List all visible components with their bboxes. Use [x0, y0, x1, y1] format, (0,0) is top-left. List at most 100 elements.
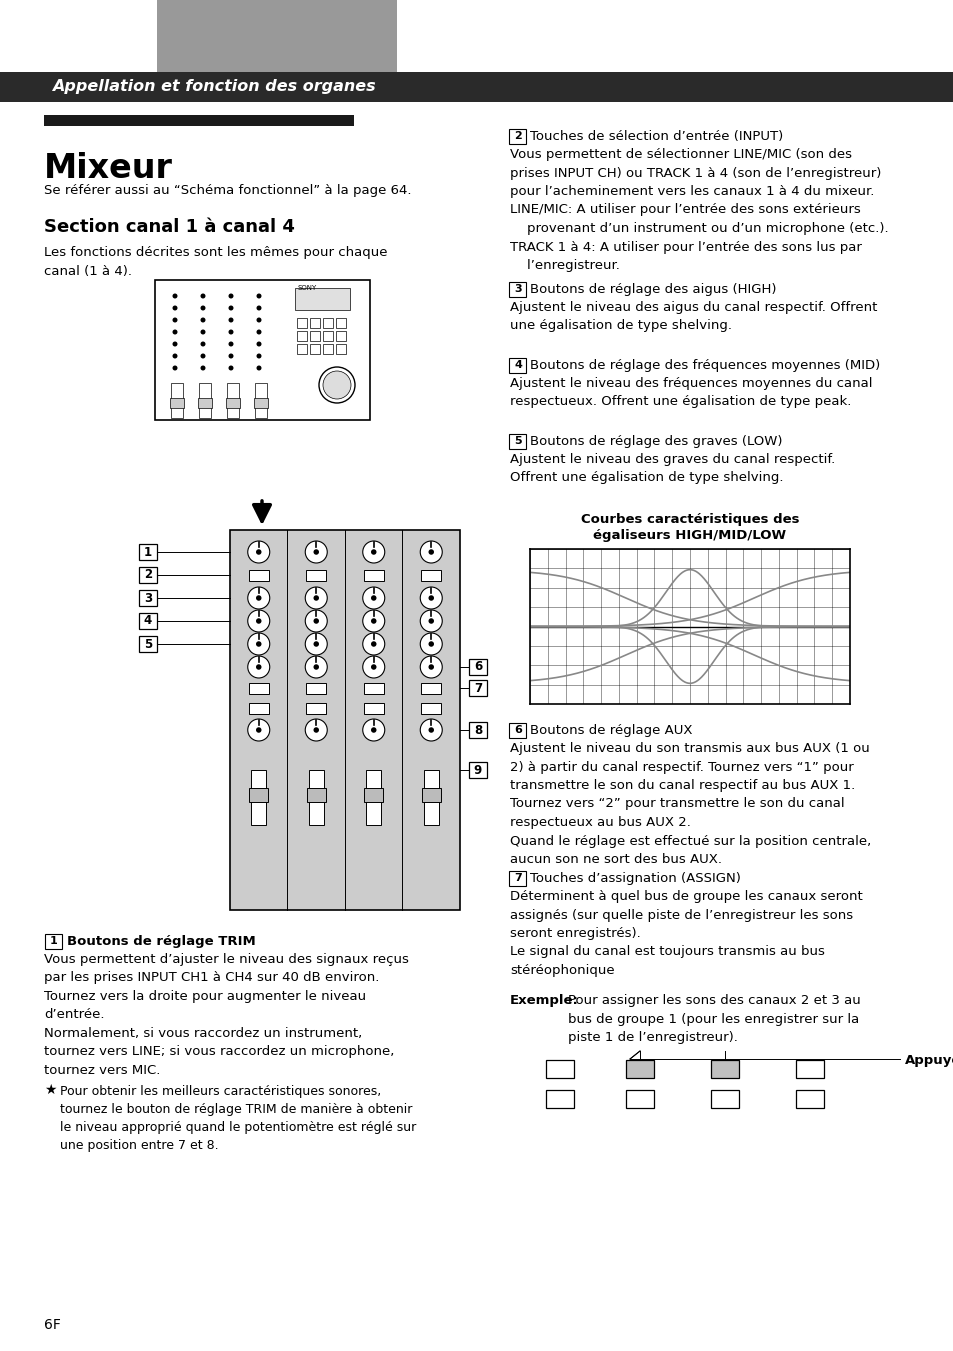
Circle shape [420, 634, 442, 655]
Bar [249, 682, 269, 693]
Bar [171, 382, 183, 417]
Circle shape [428, 550, 434, 555]
Text: 6F: 6F [44, 1319, 61, 1332]
Circle shape [248, 657, 270, 678]
Text: ★: ★ [44, 1084, 56, 1097]
Bar [154, 280, 370, 420]
Circle shape [172, 342, 177, 346]
Bar [139, 613, 157, 630]
Bar [469, 721, 486, 738]
Circle shape [371, 596, 376, 601]
Bar [323, 331, 333, 340]
Bar [509, 128, 526, 143]
Text: Pour obtenir les meilleurs caractéristiques sonores,
tournez le bouton de réglag: Pour obtenir les meilleurs caractéristiq… [60, 1085, 416, 1152]
Circle shape [420, 657, 442, 678]
Bar [0, 72, 953, 101]
Circle shape [256, 305, 261, 311]
Bar [625, 1061, 654, 1078]
Bar [139, 567, 157, 584]
Circle shape [255, 665, 261, 670]
Bar [363, 570, 383, 581]
Circle shape [314, 642, 318, 647]
Circle shape [314, 596, 318, 601]
Text: 9: 9 [474, 763, 481, 777]
Circle shape [428, 642, 434, 647]
Circle shape [305, 657, 327, 678]
Text: 2: 2 [514, 131, 521, 141]
Bar [335, 345, 346, 354]
Circle shape [200, 317, 205, 323]
Bar [306, 570, 326, 581]
Text: Courbes caractéristiques des: Courbes caractéristiques des [580, 513, 799, 526]
Bar [310, 345, 319, 354]
Circle shape [371, 550, 376, 555]
Bar [296, 345, 307, 354]
Bar [251, 770, 266, 825]
Circle shape [172, 330, 177, 335]
Bar [710, 1061, 739, 1078]
Bar [421, 788, 440, 801]
Circle shape [420, 719, 442, 740]
Circle shape [229, 330, 233, 335]
Circle shape [305, 719, 327, 740]
Bar [421, 703, 441, 713]
Bar [306, 703, 326, 713]
Circle shape [256, 293, 261, 299]
Text: 5: 5 [514, 436, 521, 446]
Text: égaliseurs HIGH/MID/LOW: égaliseurs HIGH/MID/LOW [593, 530, 785, 542]
Text: 3: 3 [514, 284, 521, 295]
Circle shape [314, 619, 318, 624]
Bar [294, 288, 350, 309]
Circle shape [200, 330, 205, 335]
Bar [363, 682, 383, 693]
Bar [335, 317, 346, 328]
Circle shape [255, 727, 261, 732]
Text: Touches de sélection d’entrée (INPUT): Touches de sélection d’entrée (INPUT) [530, 130, 782, 143]
Circle shape [256, 342, 261, 346]
Text: Ajustent le niveau des aigus du canal respectif. Offrent
une égalisation de type: Ajustent le niveau des aigus du canal re… [510, 301, 877, 332]
Text: Boutons de réglage des graves (LOW): Boutons de réglage des graves (LOW) [530, 435, 781, 449]
Circle shape [248, 719, 270, 740]
Bar [421, 570, 441, 581]
Circle shape [172, 293, 177, 299]
Bar [366, 770, 381, 825]
Text: 8: 8 [474, 724, 481, 736]
Circle shape [428, 665, 434, 670]
Circle shape [323, 372, 351, 399]
Circle shape [172, 354, 177, 358]
Circle shape [256, 354, 261, 358]
Circle shape [172, 305, 177, 311]
Circle shape [248, 634, 270, 655]
Text: Se référer aussi au “Schéma fonctionnel” à la page 64.: Se référer aussi au “Schéma fonctionnel”… [44, 184, 411, 197]
Text: 2: 2 [144, 569, 152, 581]
Circle shape [229, 305, 233, 311]
Circle shape [362, 540, 384, 563]
Bar [199, 382, 211, 417]
Circle shape [172, 366, 177, 370]
Bar [306, 682, 326, 693]
Text: Appellation et fonction des organes: Appellation et fonction des organes [52, 80, 375, 95]
Circle shape [428, 619, 434, 624]
Text: 4: 4 [514, 359, 521, 370]
Bar [44, 115, 354, 126]
Text: Boutons de réglage des aigus (HIGH): Boutons de réglage des aigus (HIGH) [530, 282, 776, 296]
Circle shape [420, 611, 442, 632]
Circle shape [229, 354, 233, 358]
Text: 5: 5 [144, 638, 152, 650]
Circle shape [420, 586, 442, 609]
Text: 6: 6 [474, 661, 481, 674]
Circle shape [248, 586, 270, 609]
Circle shape [371, 665, 376, 670]
Bar [469, 659, 486, 676]
Bar [509, 434, 526, 449]
Circle shape [255, 596, 261, 601]
Circle shape [420, 540, 442, 563]
Bar [170, 399, 184, 408]
Circle shape [362, 611, 384, 632]
Text: Mixeur: Mixeur [44, 153, 172, 185]
Text: Vous permettent d’ajuster le niveau des signaux reçus
par les prises INPUT CH1 à: Vous permettent d’ajuster le niveau des … [44, 952, 409, 1077]
Bar [323, 317, 333, 328]
Bar [253, 399, 268, 408]
Bar [509, 281, 526, 296]
Circle shape [200, 293, 205, 299]
